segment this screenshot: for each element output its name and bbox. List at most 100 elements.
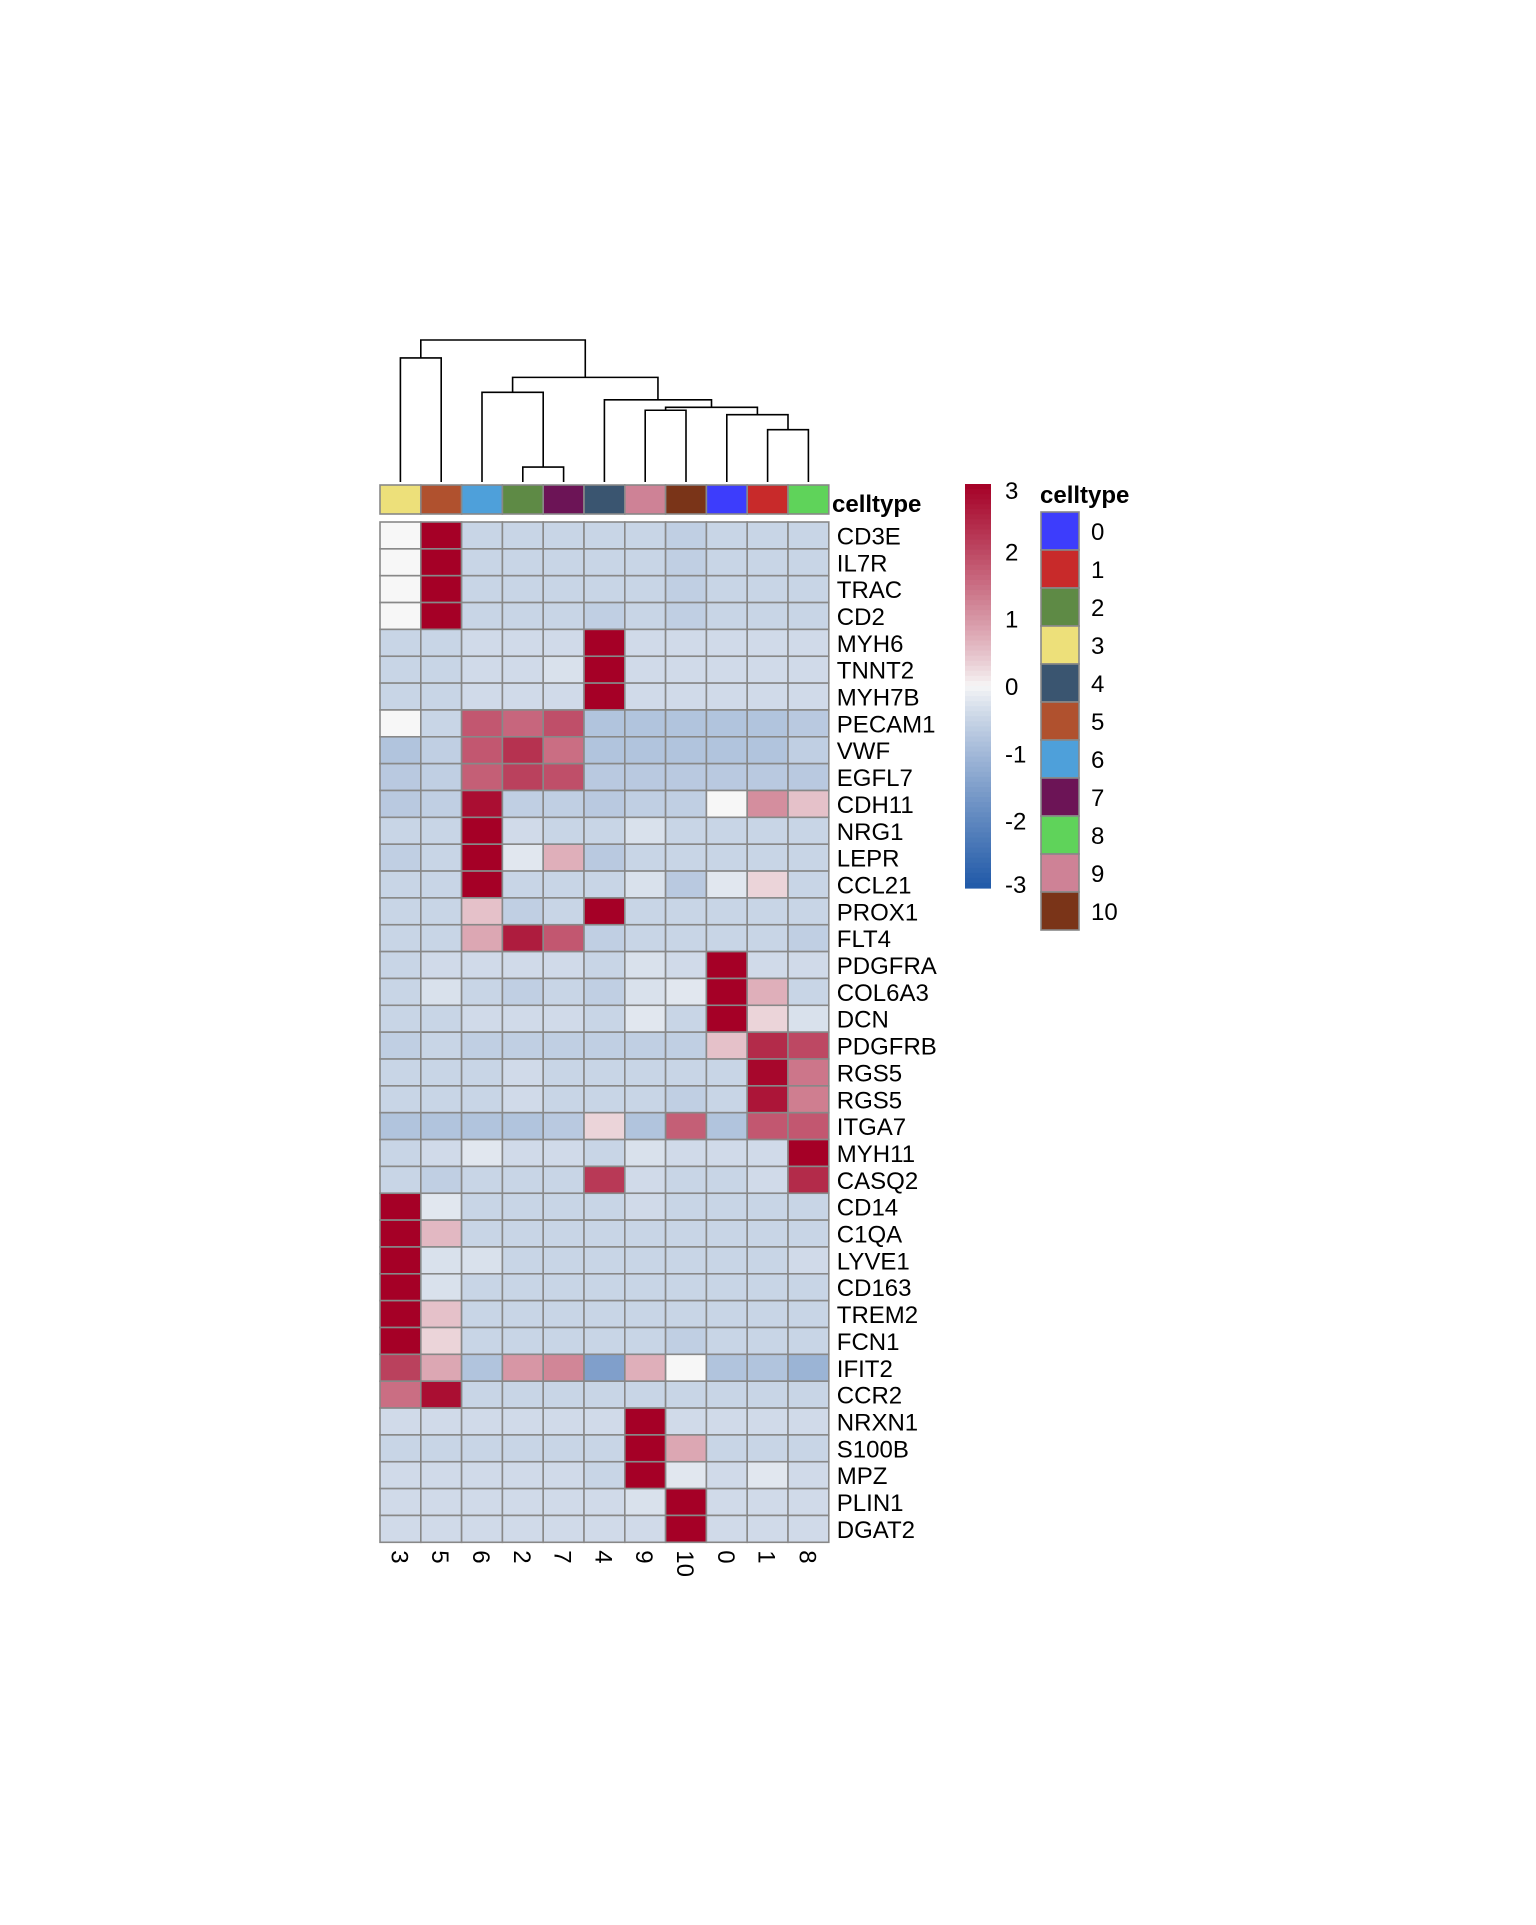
heatmap-cell bbox=[542, 574, 585, 604]
heatmap-cell bbox=[583, 816, 626, 845]
colorbar-segment bbox=[965, 640, 991, 647]
annotation-cell bbox=[419, 484, 463, 515]
heatmap-cell bbox=[379, 1407, 422, 1436]
heatmap-cell bbox=[542, 521, 585, 550]
colorbar-segment bbox=[965, 877, 991, 884]
heatmap-cell bbox=[746, 816, 789, 845]
heatmap-cell bbox=[664, 843, 708, 872]
heatmap-cell bbox=[664, 655, 708, 684]
colorbar-segment bbox=[965, 761, 991, 768]
legend-swatch bbox=[1040, 777, 1080, 817]
heatmap-cell bbox=[746, 1192, 789, 1221]
heatmap-cell bbox=[623, 1353, 667, 1382]
row-label: RGS5 bbox=[837, 1087, 902, 1114]
heatmap-cell bbox=[542, 1219, 585, 1248]
heatmap-cell bbox=[419, 1058, 463, 1087]
heatmap-cell bbox=[501, 816, 544, 845]
heatmap-cell bbox=[787, 816, 830, 845]
heatmap-cell bbox=[787, 574, 830, 604]
heatmap-cell bbox=[664, 1514, 708, 1544]
heatmap-cell bbox=[379, 1219, 422, 1248]
heatmap-cell bbox=[746, 789, 789, 819]
heatmap-cell bbox=[379, 762, 422, 792]
heatmap-cell bbox=[664, 1273, 708, 1302]
heatmap-cell bbox=[379, 1138, 422, 1168]
heatmap-cell bbox=[542, 548, 585, 577]
colorbar-segment bbox=[965, 726, 991, 733]
heatmap-cell bbox=[542, 1111, 585, 1141]
heatmap-cell bbox=[379, 1434, 422, 1463]
heatmap-cell bbox=[787, 682, 830, 711]
colorbar-segment bbox=[965, 711, 991, 717]
heatmap-cell bbox=[746, 655, 789, 684]
colorbar-segment bbox=[965, 787, 991, 793]
row-label: MYH6 bbox=[837, 631, 904, 658]
heatmap-cell bbox=[623, 601, 667, 631]
heatmap-cell bbox=[419, 1514, 463, 1544]
heatmap-cell bbox=[787, 1273, 830, 1302]
heatmap-cell bbox=[542, 1004, 585, 1033]
column-label: 2 bbox=[508, 1550, 535, 1563]
heatmap-cell bbox=[583, 1514, 626, 1544]
heatmap-cell bbox=[746, 1299, 789, 1329]
heatmap-cell bbox=[623, 1434, 667, 1463]
colorbar-segment bbox=[965, 696, 991, 702]
heatmap-cell bbox=[664, 870, 708, 899]
heatmap-cell bbox=[460, 1058, 504, 1087]
column-label: 3 bbox=[385, 1550, 412, 1563]
colorbar-segment bbox=[965, 781, 991, 788]
heatmap-cell bbox=[705, 1353, 749, 1382]
heatmap-cell bbox=[787, 1407, 830, 1436]
column-dendrogram bbox=[399, 339, 810, 482]
heatmap-cell bbox=[501, 601, 544, 631]
heatmap-cell bbox=[419, 1380, 463, 1409]
heatmap-cell bbox=[705, 1460, 749, 1490]
colorbar-segment bbox=[965, 680, 991, 687]
annotation-cell bbox=[542, 484, 585, 515]
heatmap-cell bbox=[542, 628, 585, 658]
heatmap-cell bbox=[583, 950, 626, 980]
heatmap-cell bbox=[787, 735, 830, 765]
heatmap-cell bbox=[501, 762, 544, 792]
heatmap-cell bbox=[787, 1031, 830, 1060]
colorbar-segment bbox=[965, 524, 991, 531]
row-label: CASQ2 bbox=[837, 1168, 918, 1195]
colorbar-segment bbox=[965, 736, 991, 743]
heatmap-cell bbox=[746, 1434, 789, 1463]
row-label: CD163 bbox=[837, 1275, 912, 1302]
heatmap-cell bbox=[419, 789, 463, 819]
heatmap-cell bbox=[746, 1219, 789, 1248]
heatmap-cell bbox=[379, 655, 422, 684]
heatmap-cell bbox=[419, 977, 463, 1007]
legend-label: 3 bbox=[1091, 633, 1104, 660]
heatmap-cell bbox=[664, 1299, 708, 1329]
heatmap-cell bbox=[746, 950, 789, 980]
heatmap-cell bbox=[583, 1299, 626, 1329]
heatmap-cell bbox=[460, 897, 504, 926]
heatmap-cell bbox=[542, 1353, 585, 1382]
heatmap-cell bbox=[419, 1487, 463, 1517]
heatmap-cell bbox=[705, 1058, 749, 1087]
colorbar-segment bbox=[965, 610, 991, 616]
heatmap-cell bbox=[419, 1192, 463, 1221]
heatmap-cell bbox=[787, 1004, 830, 1033]
colorbar-segment bbox=[965, 741, 991, 748]
row-label: CD3E bbox=[837, 523, 901, 550]
heatmap-cell bbox=[746, 1138, 789, 1168]
heatmap-cell bbox=[460, 655, 504, 684]
heatmap-cell bbox=[746, 923, 789, 953]
heatmap-cell bbox=[501, 1165, 544, 1195]
heatmap-cell bbox=[664, 1434, 708, 1463]
heatmap-cell bbox=[746, 1326, 789, 1356]
heatmap-cell bbox=[501, 1299, 544, 1329]
heatmap-cell bbox=[746, 1031, 789, 1060]
row-label: TRAC bbox=[837, 577, 902, 604]
heatmap-cell bbox=[460, 682, 504, 711]
heatmap-cell bbox=[419, 1353, 463, 1382]
heatmap-cell bbox=[583, 628, 626, 658]
legend-swatch bbox=[1040, 739, 1080, 779]
annotation-cell bbox=[379, 484, 422, 515]
dendrogram-branch bbox=[603, 398, 713, 482]
row-label: LYVE1 bbox=[837, 1248, 910, 1275]
heatmap-cell bbox=[379, 601, 422, 631]
